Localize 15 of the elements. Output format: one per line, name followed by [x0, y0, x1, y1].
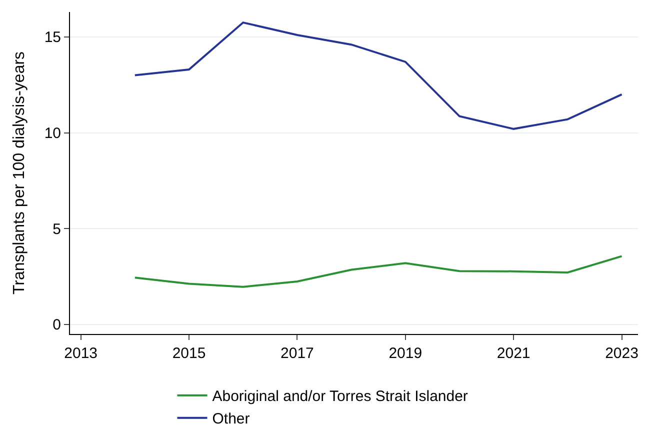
line-series [134, 255, 623, 288]
legend-label: Other [212, 410, 250, 428]
legend-label: Aboriginal and/or Torres Strait Islander [212, 388, 468, 406]
x-tick-label: 2017 [280, 345, 314, 362]
y-tick-label: 5 [52, 220, 61, 238]
x-tick-label: 2013 [64, 345, 98, 362]
y-axis-title: Transplants per 100 dialysis-years [11, 51, 28, 295]
x-tick-label: 2019 [388, 345, 422, 362]
x-tick-label: 2021 [496, 345, 530, 362]
y-tick-label: 10 [44, 125, 61, 142]
x-tick-label: 2023 [605, 345, 638, 362]
x-tick-label: 2015 [172, 345, 206, 362]
y-tick-label: 0 [52, 316, 61, 334]
line-series [134, 22, 623, 130]
y-tick-label: 15 [44, 29, 61, 46]
